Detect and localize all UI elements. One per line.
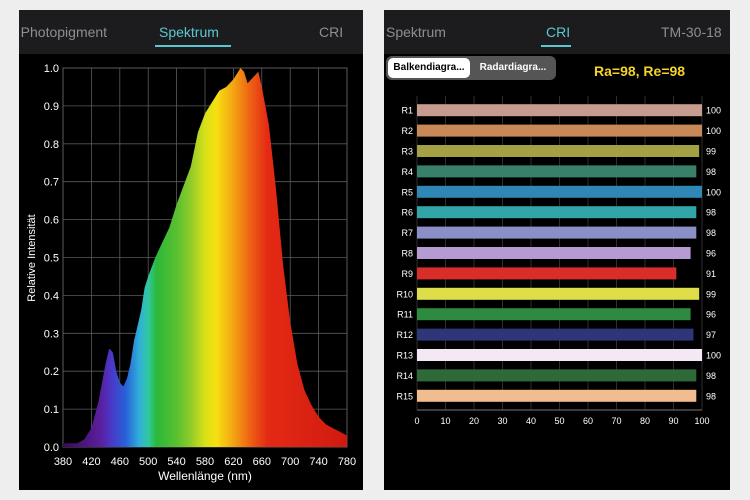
x-tick-label: 40: [526, 416, 536, 426]
value-label: 96: [706, 249, 716, 259]
cri-bar-r2: [417, 124, 702, 137]
y-tick-label: 1.0: [44, 63, 59, 75]
value-label: 98: [706, 391, 716, 401]
y-tick-label: 0.0: [44, 442, 59, 454]
cri-bar-r7: [417, 226, 697, 239]
x-tick-label: 50: [554, 416, 564, 426]
value-label: 98: [706, 208, 716, 218]
y-tick-label: 0.7: [44, 177, 59, 189]
category-label: R6: [401, 208, 413, 218]
y-tick-label: 0.2: [44, 366, 59, 378]
radar-chart-segment[interactable]: Radardiagra...: [479, 62, 547, 73]
x-tick-label: 80: [640, 416, 650, 426]
cri-bar-r12: [417, 328, 694, 341]
spectrum-chart: 380 420 460 500 540 580 620 660 700 740 780 0.0 0.1 0…: [26, 63, 356, 483]
value-label: 99: [706, 147, 716, 157]
cri-bar-r3: [417, 145, 700, 157]
x-tick-label: 0: [414, 416, 419, 426]
x-tick-label: 30: [497, 416, 507, 426]
category-label: R12: [396, 330, 413, 340]
active-tab-indicator: [155, 45, 231, 47]
tab-cri[interactable]: CRI: [319, 24, 344, 40]
category-label: R4: [401, 167, 413, 177]
category-label: R3: [401, 147, 413, 157]
value-label: 98: [706, 167, 716, 177]
category-label: R14: [396, 371, 413, 381]
x-tick-label: 780: [338, 456, 356, 468]
cri-bar-r10: [417, 287, 700, 300]
category-label: R7: [401, 228, 413, 238]
category-label: R9: [401, 269, 413, 279]
cri-bar-r11: [417, 308, 691, 321]
cri-bar-r14: [417, 369, 697, 382]
cri-bar-r5: [417, 185, 702, 198]
category-label: R2: [401, 126, 413, 136]
x-tick-label: 60: [583, 416, 593, 426]
cri-bar-r6: [417, 206, 697, 219]
x-tick-label: 70: [611, 416, 621, 426]
y-tick-label: 0.5: [44, 253, 59, 265]
category-label: R11: [397, 310, 413, 320]
cri-bar-r15: [417, 389, 697, 402]
y-tick-label: 0.4: [44, 290, 59, 302]
category-label: R15: [396, 391, 413, 401]
x-tick-label: 380: [54, 456, 72, 468]
spectrum-area: [63, 68, 347, 447]
x-tick-label: 10: [440, 416, 450, 426]
value-label: 91: [706, 269, 716, 279]
x-tick-label: 460: [111, 456, 129, 468]
x-tick-label: 580: [196, 456, 214, 468]
ra-re-summary: Ra=98, Re=98: [594, 63, 686, 79]
bar-chart-segment[interactable]: Balkendiagra...: [388, 58, 470, 78]
y-tick-label: 0.9: [44, 101, 59, 113]
x-tick-label: 660: [253, 456, 271, 468]
tab-cri[interactable]: CRI: [546, 24, 571, 40]
value-label: 99: [706, 289, 716, 299]
cri-bar-r13: [417, 349, 702, 361]
cri-bar-r1: [417, 104, 702, 117]
tab-photopigment[interactable]: n Photopigment: [19, 24, 108, 40]
value-label: 100: [706, 187, 721, 197]
tab-spektrum[interactable]: Spektrum: [159, 24, 219, 40]
value-label: 100: [706, 351, 721, 361]
value-label: 98: [706, 371, 716, 381]
cri-bar-r9: [417, 267, 677, 280]
right-tab-bar: Spektrum CRI TM-30-18: [384, 10, 730, 54]
category-label: R5: [401, 187, 413, 197]
active-tab-indicator: [541, 45, 571, 47]
category-label: R1: [401, 106, 413, 116]
x-tick-label: 420: [82, 456, 100, 468]
category-label: R13: [396, 351, 413, 361]
category-label: R10: [396, 289, 413, 299]
value-label: 96: [706, 310, 716, 320]
y-tick-label: 0.8: [44, 139, 59, 151]
y-tick-label: 0.3: [44, 328, 59, 340]
x-tick-label: 20: [469, 416, 479, 426]
x-tick-label: 540: [167, 456, 185, 468]
cri-panel: Spektrum CRI TM-30-18 Balkendiagra... Ra…: [384, 10, 730, 490]
chart-type-segmented-control: Balkendiagra... Radardiagra...: [386, 56, 556, 80]
x-axis-label: Wellenlänge (nm): [158, 469, 252, 483]
x-tick-label: 500: [139, 456, 157, 468]
y-axis-label: Relative Intensität: [26, 214, 38, 301]
y-tick-label: 0.6: [44, 215, 59, 227]
x-tick-label: 100: [694, 416, 709, 426]
value-label: 100: [706, 106, 721, 116]
left-tab-bar: n Photopigment Spektrum CRI: [19, 10, 363, 54]
value-label: 97: [706, 330, 716, 340]
tab-tm30[interactable]: TM-30-18: [661, 24, 722, 40]
value-label: 100: [706, 126, 721, 136]
spectrum-panel: n Photopigment Spektrum CRI: [19, 10, 363, 490]
category-label: R8: [401, 249, 413, 259]
x-tick-label: 90: [668, 416, 678, 426]
cri-bar-r4: [417, 165, 697, 178]
cri-bar-r8: [417, 247, 691, 259]
tab-spektrum[interactable]: Spektrum: [386, 24, 446, 40]
x-tick-label: 620: [224, 456, 242, 468]
cri-bar-chart: 0 10 20 30 40 50 60 70 80 90 100 R1 100 R2 100 R3 99 R4 98…: [396, 96, 721, 426]
x-tick-label: 700: [281, 456, 299, 468]
y-tick-label: 0.1: [44, 404, 59, 416]
x-tick-label: 740: [309, 456, 327, 468]
value-label: 98: [706, 228, 716, 238]
